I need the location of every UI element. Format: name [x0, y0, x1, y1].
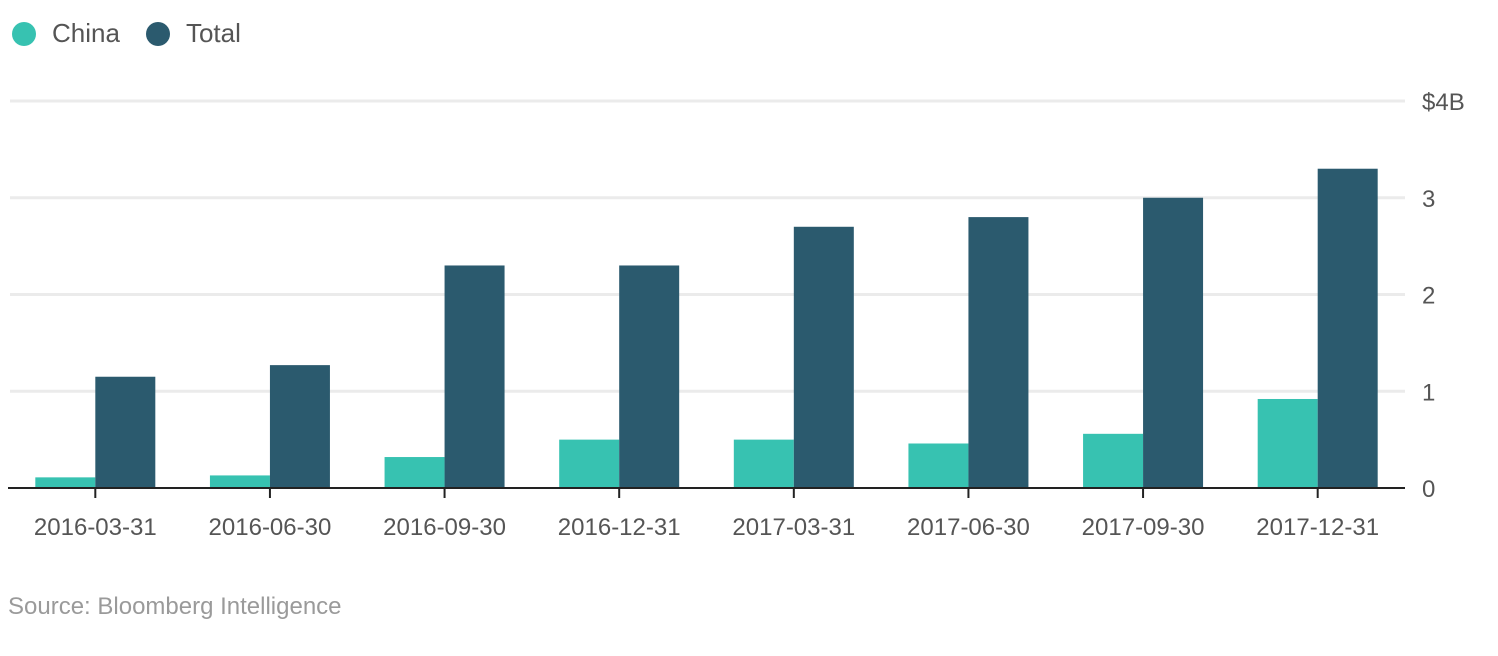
y-tick-label: $4B: [1422, 89, 1465, 116]
x-tick-label: 2017-06-30: [907, 514, 1030, 541]
x-axis-labels: 2016-03-31 2016-06-30 2016-09-30 2016-12-31…: [34, 514, 1379, 541]
bar-total: [968, 217, 1029, 488]
bar-total: [95, 376, 156, 488]
bar-china: [209, 475, 270, 488]
bar-china: [908, 443, 969, 488]
x-axis: [8, 487, 1405, 498]
legend-label-total: Total: [185, 18, 241, 48]
x-tick-label: 2016-09-30: [383, 514, 506, 541]
chart-legend: China Total: [12, 18, 267, 49]
bar-total: [1143, 197, 1204, 488]
bar-total: [444, 265, 505, 488]
y-axis-labels: 0 1 2 3 $4B: [1422, 89, 1465, 503]
bar-total: [793, 226, 854, 488]
bars: [35, 168, 1378, 488]
legend-swatch-total: [145, 21, 170, 46]
legend-label-china: China: [52, 18, 120, 48]
bar-china: [384, 457, 445, 488]
legend-item-total: Total: [145, 18, 241, 49]
bar-china: [35, 477, 96, 488]
x-tick-label: 2016-12-31: [558, 514, 681, 541]
bar-total: [269, 365, 330, 488]
y-tick-label: 0: [1422, 476, 1435, 503]
bar-total: [619, 265, 680, 488]
x-tick-label: 2016-03-31: [34, 514, 157, 541]
x-tick-label: 2017-09-30: [1082, 514, 1205, 541]
x-tick-label: 2016-06-30: [209, 514, 332, 541]
y-tick-label: 2: [1422, 283, 1435, 310]
legend-item-china: China: [12, 18, 120, 49]
y-tick-label: 3: [1422, 186, 1435, 213]
bar-total: [1317, 168, 1378, 488]
bar-china: [1257, 398, 1318, 488]
bar-china: [733, 439, 794, 488]
x-tick-label: 2017-12-31: [1256, 514, 1379, 541]
bar-china: [559, 439, 620, 488]
bar-china: [1083, 433, 1144, 488]
source-note: Source: Bloomberg Intelligence: [8, 593, 342, 620]
x-tick-label: 2017-03-31: [732, 514, 855, 541]
y-tick-label: 1: [1422, 379, 1435, 406]
legend-swatch-china: [12, 21, 36, 46]
